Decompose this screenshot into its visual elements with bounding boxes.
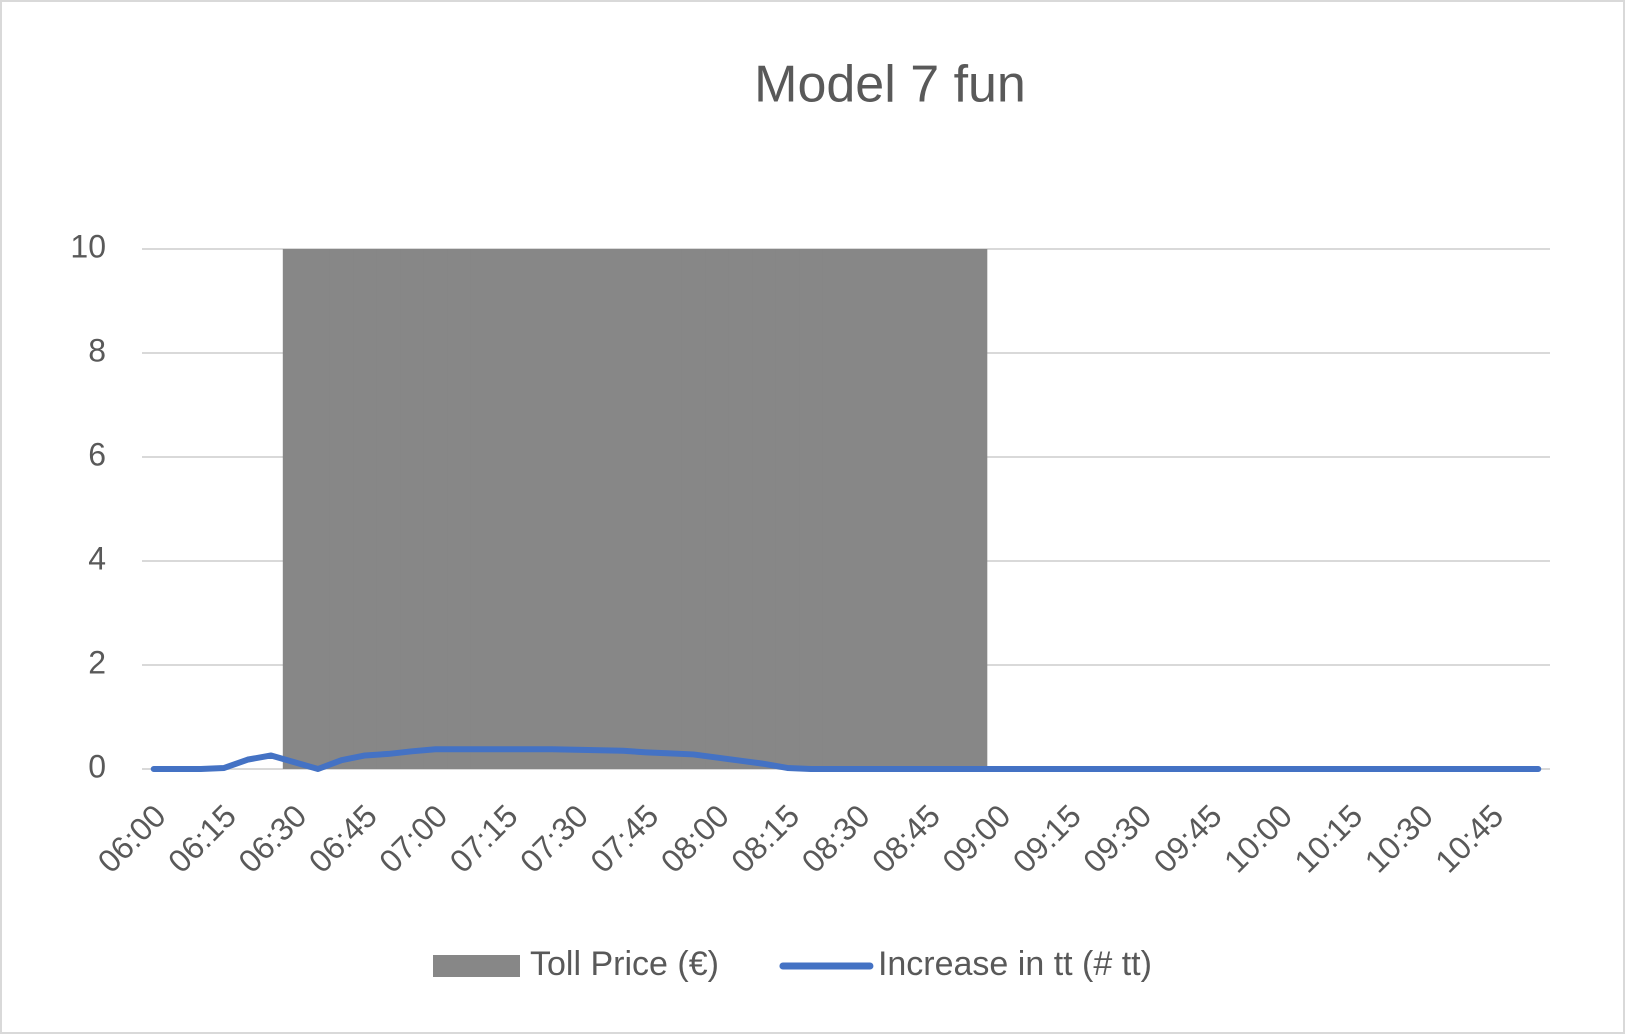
bar	[916, 249, 941, 769]
bar	[447, 249, 472, 769]
bar	[611, 249, 636, 769]
bar	[869, 249, 894, 769]
bar	[892, 249, 917, 769]
bar	[540, 249, 565, 769]
y-tick-label: 4	[88, 540, 106, 576]
bar	[376, 249, 401, 769]
y-tick-label: 6	[88, 436, 106, 472]
bar	[658, 249, 683, 769]
bar	[963, 249, 988, 769]
bar	[681, 249, 706, 769]
y-tick-label: 8	[88, 332, 106, 368]
legend-label: Toll Price (€)	[530, 945, 719, 983]
bar	[400, 249, 425, 769]
bar	[728, 249, 753, 769]
line	[150, 746, 1542, 772]
bar	[822, 249, 847, 769]
legend-label: Increase in tt (# tt)	[878, 945, 1152, 983]
bar	[329, 249, 354, 769]
y-tick-label: 10	[70, 228, 106, 264]
bar	[517, 249, 542, 769]
bar	[282, 249, 307, 769]
bar	[846, 249, 870, 769]
bar	[799, 249, 824, 769]
bar	[306, 249, 331, 769]
bar	[587, 249, 612, 769]
bar	[470, 249, 495, 769]
legend-swatch	[433, 955, 520, 977]
bar	[353, 249, 378, 769]
bar	[752, 249, 777, 769]
bar	[705, 249, 730, 769]
bar	[775, 249, 800, 769]
bar	[939, 249, 964, 769]
chart-title: Model 7 fun	[754, 56, 1026, 114]
y-tick-label: 2	[88, 644, 106, 680]
bar	[494, 249, 518, 769]
y-tick-label: 0	[88, 748, 106, 784]
bar	[423, 249, 448, 769]
bar	[564, 249, 589, 769]
bar	[634, 249, 659, 769]
